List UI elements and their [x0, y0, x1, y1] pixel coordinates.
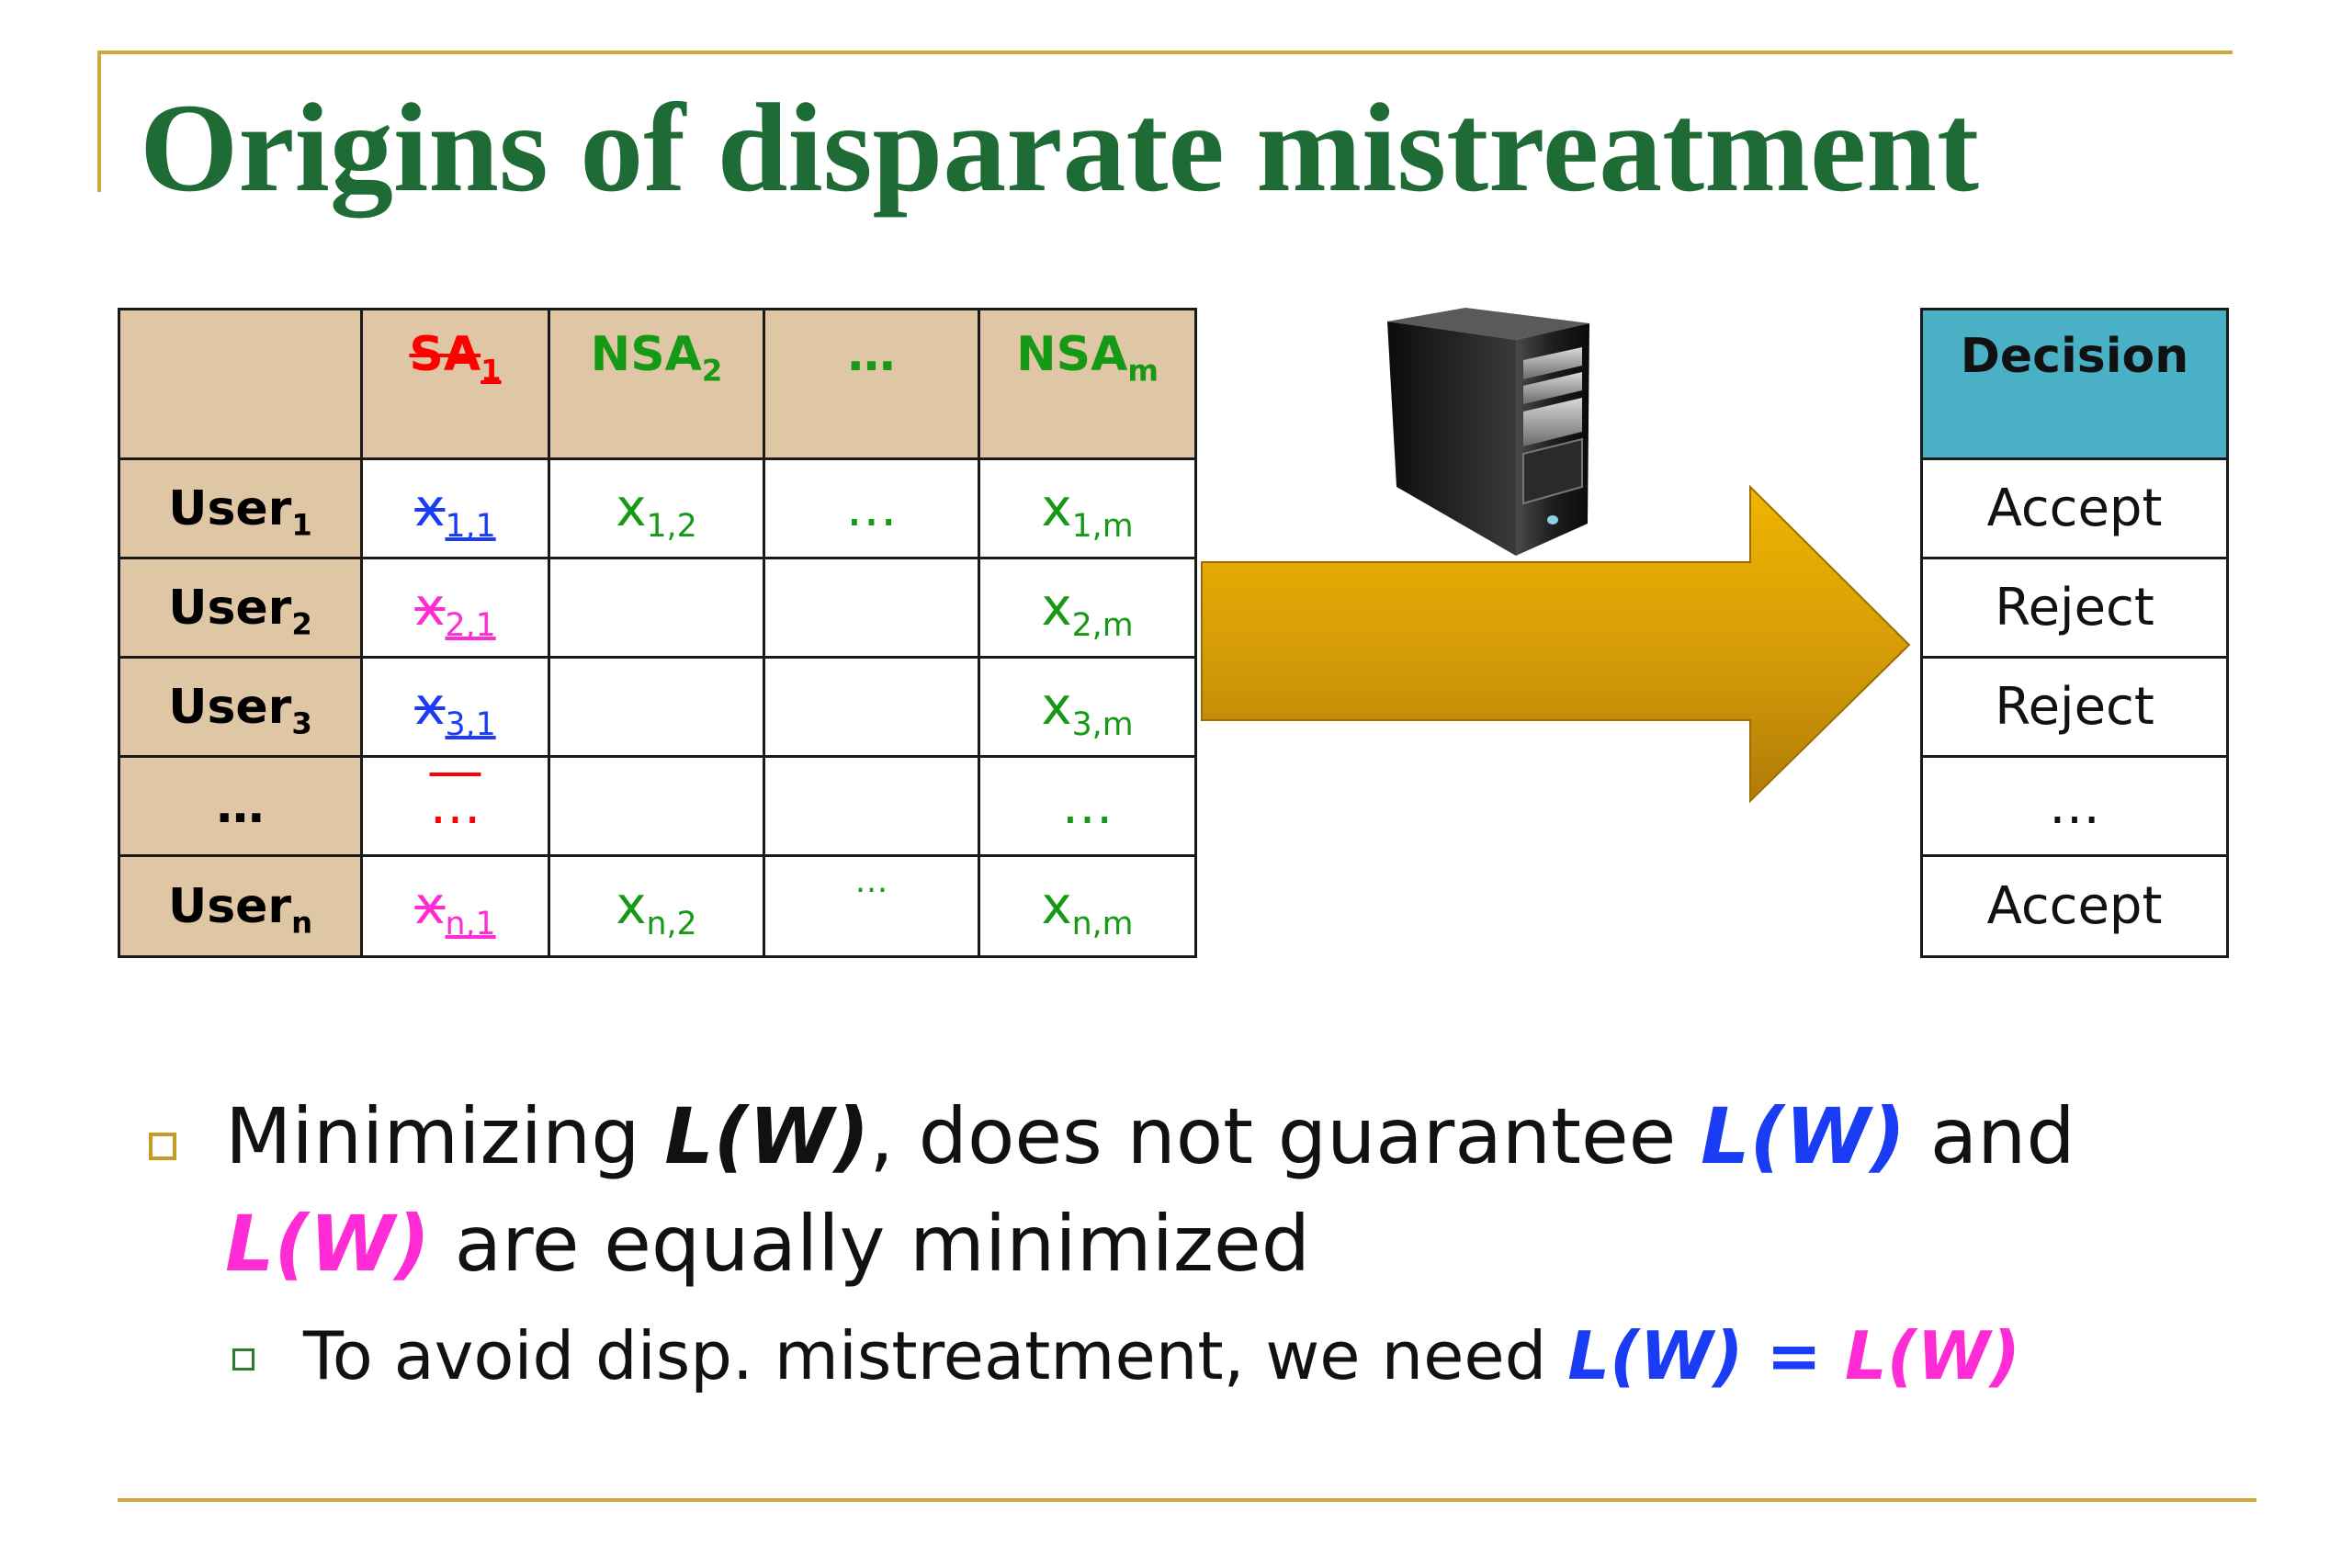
decision-table: Decision Accept Reject Reject … Accept	[1920, 308, 2229, 958]
row-label-usern: Usern	[118, 854, 363, 958]
loss-group-pink: L(W)	[225, 1199, 430, 1289]
bottom-rule	[118, 1498, 2256, 1502]
cell-xnm: xn,m	[978, 854, 1197, 958]
bullet-square-main	[149, 1133, 176, 1160]
slide-title: Origins of disparate mistreatment	[140, 77, 1980, 218]
left-rule	[97, 51, 101, 192]
cell-r4-c4: …	[978, 755, 1197, 857]
cell-rn-ellipsis: …	[763, 854, 980, 958]
cell-r2-c2	[548, 557, 765, 659]
loss-overall: L(W)	[664, 1091, 870, 1181]
right-arrow-icon	[1201, 484, 1911, 804]
header-ellipsis: …	[763, 308, 980, 460]
cell-r2-c3	[763, 557, 980, 659]
cell-r3-c2	[548, 656, 765, 758]
cell-r4-c3	[763, 755, 980, 857]
main-bullet-line1: Minimizing L(W), does not guarantee L(W)…	[225, 1091, 2075, 1181]
cell-r4-c2	[548, 755, 765, 857]
decision-row-4: …	[1920, 755, 2229, 857]
row-label-user2: User2	[118, 557, 363, 659]
cell-x31: x3,1	[360, 656, 550, 758]
cell-xn2: xn,2	[548, 854, 765, 958]
decision-row-5: Accept	[1920, 854, 2229, 958]
cell-r1-ellipsis: …	[763, 457, 980, 559]
cell-x2m: x2,m	[978, 557, 1197, 659]
row-label-ellipsis: …	[118, 755, 363, 857]
cell-x21: x2,1	[360, 557, 550, 659]
row-label-user3: User3	[118, 656, 363, 758]
loss-eq-pink: L(W)	[1844, 1317, 2020, 1394]
server-tower-icon	[1387, 308, 1589, 556]
table-corner	[118, 308, 363, 460]
decision-row-3: Reject	[1920, 656, 2229, 758]
cell-x3m: x3,m	[978, 656, 1197, 758]
bullet-square-sub	[232, 1348, 254, 1371]
cell-x12: x1,2	[548, 457, 765, 559]
header-nsam: NSAm	[978, 308, 1197, 460]
loss-eq-blue: L(W)	[1567, 1317, 1744, 1394]
decision-row-2: Reject	[1920, 557, 2229, 659]
decision-header: Decision	[1920, 308, 2229, 460]
header-sa1: SA1	[360, 308, 550, 460]
decision-row-1: Accept	[1920, 457, 2229, 559]
sub-bullet: To avoid disp. mistreatment, we need L(W…	[303, 1317, 2020, 1394]
cell-xn1: xn,1	[360, 854, 550, 958]
cell-r3-c3	[763, 656, 980, 758]
loss-group-blue: L(W)	[1701, 1091, 1905, 1181]
header-nsa2: NSA2	[548, 308, 765, 460]
cell-x11: x1,1	[360, 457, 550, 559]
top-rule	[97, 51, 2233, 54]
main-bullet-line2: L(W) are equally minimized	[225, 1199, 1311, 1289]
data-table: SA1 NSA2 … NSAm User1 x1,1 x1,2 … x1,m U…	[118, 308, 1197, 958]
cell-x1m: x1,m	[978, 457, 1197, 559]
row-label-user1: User1	[118, 457, 363, 559]
cell-r4-c1: …	[360, 755, 550, 857]
